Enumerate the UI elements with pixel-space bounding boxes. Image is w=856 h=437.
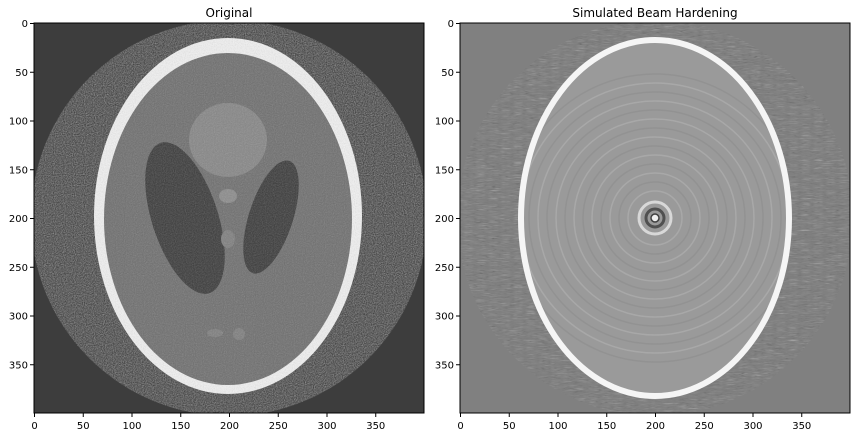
ring-artifacts xyxy=(522,73,788,363)
x-tick-label: 200 xyxy=(220,421,239,432)
x-tick-label: 150 xyxy=(597,421,616,432)
x-tick-label: 350 xyxy=(366,421,385,432)
y-tick-label: 200 xyxy=(9,214,28,225)
ring xyxy=(600,163,710,273)
x-tick-label: 250 xyxy=(695,421,714,432)
center-ring xyxy=(637,200,673,236)
center-spot xyxy=(650,213,660,223)
ring xyxy=(546,109,764,327)
x-tick-label: 150 xyxy=(171,421,190,432)
ring xyxy=(528,91,782,345)
y-axis: 0 50 100 150 200 250 300 350 xyxy=(9,19,34,371)
y-tick-label: 350 xyxy=(9,360,28,371)
panel-original: Original 0 50 100 150 200 250 300 350 0 50 100 150… xyxy=(9,6,425,432)
beam-hardening-image xyxy=(460,23,850,413)
ring xyxy=(537,100,773,336)
x-tick-label: 300 xyxy=(743,421,762,432)
y-tick-label: 350 xyxy=(435,360,454,371)
y-tick-label: 100 xyxy=(9,117,28,128)
noise-overlay xyxy=(34,23,424,413)
bright-rim xyxy=(518,37,792,399)
phantom-image xyxy=(34,23,424,413)
ring xyxy=(618,181,692,255)
ring xyxy=(609,172,701,264)
panel-beam-hardening: Simulated Beam Hardening 0 50 100 150 200 250… xyxy=(435,6,851,432)
y-tick-label: 250 xyxy=(435,263,454,274)
y-tick-label: 150 xyxy=(435,165,454,176)
center-ring xyxy=(644,207,666,229)
x-tick-label: 250 xyxy=(269,421,288,432)
ring xyxy=(627,190,683,246)
panel-title: Original xyxy=(206,6,253,20)
y-tick-label: 50 xyxy=(15,68,28,79)
ring xyxy=(582,145,728,291)
x-tick-label: 100 xyxy=(122,421,141,432)
y-tick-label: 50 xyxy=(441,68,454,79)
y-tick-label: 0 xyxy=(448,19,454,30)
y-tick-label: 300 xyxy=(435,312,454,323)
x-axis: 0 50 100 150 200 250 300 350 xyxy=(31,413,385,432)
x-tick-label: 0 xyxy=(31,421,37,432)
x-tick-label: 100 xyxy=(548,421,567,432)
x-tick-label: 50 xyxy=(77,421,90,432)
ring xyxy=(591,154,719,282)
y-tick-label: 250 xyxy=(9,263,28,274)
x-tick-label: 350 xyxy=(792,421,811,432)
x-tick-label: 0 xyxy=(457,421,463,432)
x-tick-label: 50 xyxy=(503,421,516,432)
ring xyxy=(522,73,788,363)
x-tick-label: 200 xyxy=(646,421,665,432)
y-tick-label: 150 xyxy=(9,165,28,176)
y-tick-label: 100 xyxy=(435,117,454,128)
ring xyxy=(573,136,737,300)
y-axis: 0 50 100 150 200 250 300 350 xyxy=(435,19,460,371)
ring xyxy=(555,118,755,318)
ring xyxy=(522,82,788,354)
y-tick-label: 200 xyxy=(435,214,454,225)
ring xyxy=(564,127,746,309)
y-tick-label: 300 xyxy=(9,312,28,323)
panel-title: Simulated Beam Hardening xyxy=(572,6,737,20)
x-tick-label: 300 xyxy=(317,421,336,432)
x-axis: 0 50 100 150 200 250 300 350 xyxy=(457,413,811,432)
y-tick-label: 0 xyxy=(22,19,28,30)
